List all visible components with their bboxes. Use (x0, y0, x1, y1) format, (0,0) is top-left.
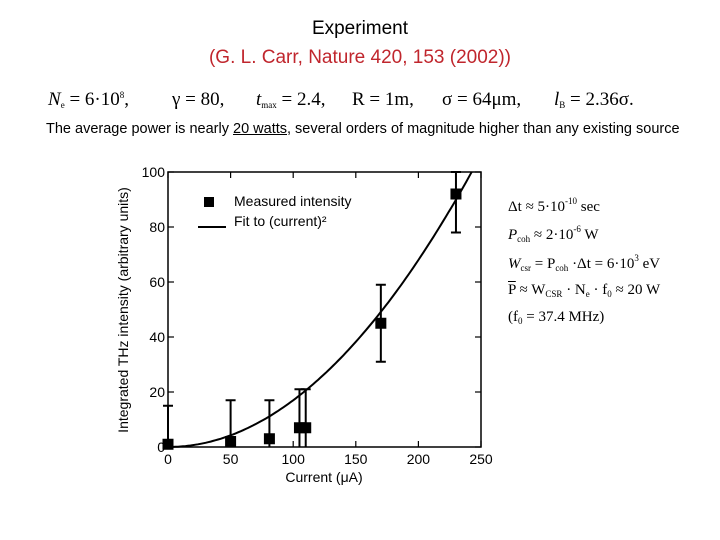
legend-label-fit: Fit to (current)² (234, 213, 327, 229)
param-radius: R = 1m, (352, 89, 414, 110)
legend-marker (204, 197, 214, 207)
data-point (293, 422, 305, 434)
param-sigma: σ = 64μm, (442, 89, 522, 110)
data-point (300, 422, 312, 434)
reference-citation: (G. L. Carr, Nature 420, 153 (2002)) (208, 47, 512, 68)
param-lb: lB = 2.36σ. (554, 89, 634, 110)
data-point (263, 433, 275, 445)
y-tick-label: 0 (157, 439, 165, 455)
param-tmax: tmax = 2.4, (256, 89, 326, 110)
param-ne: Ne = 6·108, (48, 89, 129, 110)
x-tick-label: 50 (223, 451, 239, 467)
summary-text: The average power is nearly 20 watts, se… (46, 121, 680, 137)
eq-w-csr: Wcsr = Pcoh ·Δt = 6·103 eV (508, 253, 661, 273)
data-point (450, 188, 462, 200)
fit-curve (168, 171, 473, 448)
eq-p-coh: Pcoh ≈ 2·10-6 W (508, 224, 599, 244)
x-axis-label: Current (μA) (285, 469, 362, 485)
x-tick-label: 0 (164, 451, 172, 467)
y-tick-label: 60 (149, 274, 165, 290)
y-tick-label: 20 (149, 384, 165, 400)
y-tick-label: 80 (149, 219, 165, 235)
legend-label-measured: Measured intensity (234, 193, 352, 209)
data-point (162, 438, 174, 450)
data-point (225, 436, 237, 447)
slide-title: Experiment (311, 18, 409, 39)
eq-delta-t: Δt ≈ 5·10-10 sec (508, 196, 600, 215)
y-axis-label: Integrated THz intensity (arbitrary unit… (115, 187, 131, 433)
highlight-power: 20 watts (233, 121, 287, 137)
x-tick-label: 250 (469, 451, 493, 467)
y-tick-label: 40 (149, 329, 165, 345)
eq-f0: (f0 = 37.4 MHz) (508, 309, 605, 326)
y-tick-label: 100 (142, 164, 166, 180)
eq-avg-power: P ≈ WCSR · Ne · f0 ≈ 20 W (508, 282, 661, 299)
param-gamma: γ = 80, (172, 89, 225, 110)
plot-frame (167, 171, 482, 448)
x-tick-label: 100 (282, 451, 306, 467)
thz-intensity-chart: 0 50 100 150 200 250 0 20 40 60 80 100 Measured in… (115, 164, 493, 485)
data-point (375, 317, 387, 329)
x-tick-label: 200 (407, 451, 431, 467)
parameter-line: Ne = 6·108, γ = 80, tmax = 2.4, R = 1m, … (48, 89, 708, 115)
x-tick-label: 150 (344, 451, 368, 467)
